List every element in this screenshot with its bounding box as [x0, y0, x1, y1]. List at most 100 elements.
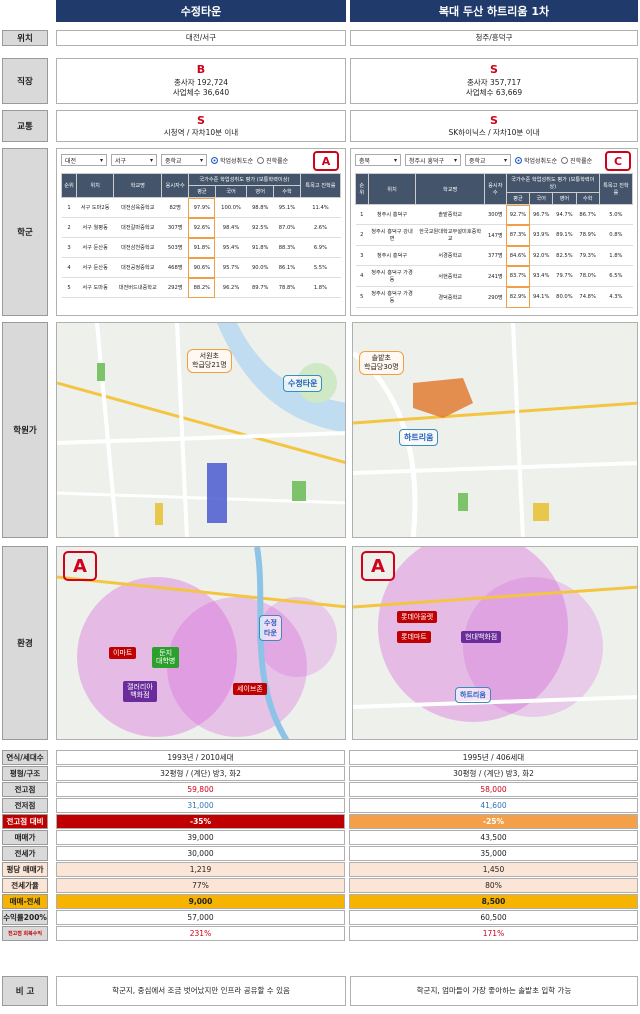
table-cell: 4 [61, 257, 77, 278]
table-cell: 서구 둔산동 [76, 257, 114, 278]
radio-admission[interactable]: 진학률순 [257, 156, 288, 165]
row-value-right: 171% [349, 926, 638, 941]
table-cell: 6.9% [300, 237, 341, 258]
row-value-left: 77% [56, 878, 345, 893]
row-label: 전고점 [2, 782, 48, 797]
table-cell: 90.0% [246, 257, 274, 278]
district-select[interactable]: 서구 ▾ [111, 154, 157, 166]
radio-on-icon [515, 156, 522, 164]
job-left: B 종사자 192,724 사업체수 36,640 [56, 58, 346, 104]
table-cell: 95.7% [215, 257, 247, 278]
table-cell: 147명 [484, 224, 507, 246]
location-left-text: 대전/서구 [185, 32, 217, 42]
data-row: 1993년 / 2010세대 1995년 / 406세대 [56, 750, 638, 765]
row-value-right: 80% [349, 878, 638, 893]
store-tag: 세이브존 [233, 683, 267, 696]
table-subheader-row: 평균 국어 영어 수학 [356, 192, 633, 205]
row-value-right: 60,500 [349, 910, 638, 925]
column-header: 위치 [76, 173, 115, 198]
env-grade-badge: A [63, 551, 97, 581]
table-cell: 서구 둔산동 [76, 237, 114, 258]
table-cell: 79.7% [552, 265, 577, 287]
row-value-left: 30,000 [56, 846, 345, 861]
table-cell: 90.6% [188, 257, 216, 278]
job-right-grade: S [490, 63, 498, 77]
table-cell: 82명 [161, 197, 189, 218]
row-label: 전세가율 [2, 878, 48, 893]
radio-achievement[interactable]: 학업성취도순 [515, 156, 557, 165]
table-cell: 468명 [161, 257, 189, 278]
table-cell: 1.8% [300, 277, 341, 298]
traffic-left-desc: 시청역 / 자차10분 이내 [163, 128, 239, 138]
row-label: 매매-전세 [2, 894, 48, 909]
note-left-text: 학군지, 중심에서 조금 벗어났지만 인프라 공유할 수 있음 [112, 985, 290, 995]
row-label: 전저점 [2, 798, 48, 813]
column-header: 영어 [552, 192, 577, 205]
store-tag: 롯데마트 [397, 631, 431, 644]
column-header: 평균 [187, 185, 216, 198]
school-type-select-value: 중학교 [165, 157, 182, 165]
district-select[interactable]: 청주시 흥덕구 ▾ [405, 154, 461, 166]
data-row: 59,800 58,000 [56, 782, 638, 797]
row-value-left: 57,000 [56, 910, 345, 925]
table-cell: 청주시 흥덕구 [368, 204, 416, 225]
table-cell: 97.9% [188, 197, 216, 218]
store-tag: 갤러리아 백화점 [123, 681, 157, 702]
data-row: 9,000 8,500 [56, 894, 638, 909]
school-callout: 서원초 학급당21명 [187, 349, 232, 374]
school-type-select[interactable]: 중학교 ▾ [465, 154, 511, 166]
header-right: 복대 두산 하트리움 1차 [350, 0, 638, 22]
table-cell: 94.1% [529, 286, 553, 308]
table-cell: 1 [61, 197, 77, 218]
row-value-right: 1995년 / 406세대 [349, 750, 638, 765]
table-row: 1 서구 도마2동 대전삼육중학교 82명 97.9% 100.0% 98.8% 95.1% 1… [61, 197, 341, 218]
table-cell: 292명 [161, 277, 189, 298]
row-label: 전고점 대비 [2, 814, 48, 829]
row-value-left: 39,000 [56, 830, 345, 845]
table-row: 3 청주시 흥덕구 서경중학교 377명 84.6% 92.0% 82.5% 79.3% 1.8… [355, 245, 633, 266]
note-right-text: 학군지, 엄마들이 가장 좋아하는 솔밭초 입학 가능 [416, 985, 572, 995]
column-header: 평균 [505, 192, 531, 205]
row-label: 수익률200% [2, 910, 48, 925]
table-cell: 서구 도마2동 [76, 197, 114, 218]
row-value-right: -25% [349, 814, 638, 829]
row-value-left: 59,800 [56, 782, 345, 797]
env-map-right-graphic [353, 547, 637, 739]
table-cell: 청주시 흥덕구 가경동 [368, 265, 416, 287]
column-group-header: 국가수준 학업성취도 평가 (보통학력이상) [187, 173, 301, 186]
radio-achievement[interactable]: 학업성취도순 [211, 156, 253, 165]
table-cell: 대전삼육중학교 [113, 197, 162, 218]
radio-admission[interactable]: 진학률순 [561, 156, 592, 165]
table-cell: 2 [355, 224, 368, 246]
traffic-left-grade: S [197, 113, 205, 127]
row-value-left: -35% [56, 814, 345, 829]
region-select[interactable]: 대전 ▾ [61, 154, 107, 166]
table-row: 4 서구 둔산동 대전공정중학교 468명 90.6% 95.7% 90.0% 86.1% 5.… [61, 257, 341, 278]
table-row: 3 서구 둔산동 대전삼천중학교 503명 91.8% 95.4% 91.8% 88.3% 6.… [61, 237, 341, 258]
table-cell: 5.0% [599, 204, 633, 225]
job-left-employees: 종사자 192,724 [173, 78, 229, 88]
school-callout: 솔밭초 학급당30명 [359, 351, 404, 376]
row-value-left: 9,000 [56, 894, 345, 909]
region-select[interactable]: 충북 ▾ [355, 154, 401, 166]
table-cell: 88.3% [273, 237, 301, 258]
chevron-down-icon: ▾ [393, 156, 397, 164]
job-right-employees: 종사자 357,717 [466, 78, 522, 88]
school-type-select[interactable]: 중학교 ▾ [161, 154, 207, 166]
table-cell: 청주시 흥덕구 가경동 [368, 286, 416, 308]
column-header: 응시자수 [161, 173, 189, 198]
table-cell: 서구 도마동 [76, 277, 114, 298]
table-cell: 95.4% [215, 237, 247, 258]
row-label: 평형/구조 [2, 766, 48, 781]
table-cell: 89.1% [552, 224, 577, 246]
chevron-down-icon: ▾ [453, 156, 457, 164]
chevron-down-icon: ▾ [503, 156, 507, 164]
table-cell: 0.8% [599, 224, 633, 246]
column-header: 응시자수 [483, 173, 507, 205]
label-school: 학군 [2, 148, 48, 316]
location-right-text: 청주/흥덕구 [475, 32, 513, 42]
table-cell: 98.8% [246, 197, 274, 218]
store-tag: 이마트 [109, 647, 137, 660]
column-header: 학교명 [113, 173, 163, 198]
table-cell: 84.6% [506, 245, 530, 266]
